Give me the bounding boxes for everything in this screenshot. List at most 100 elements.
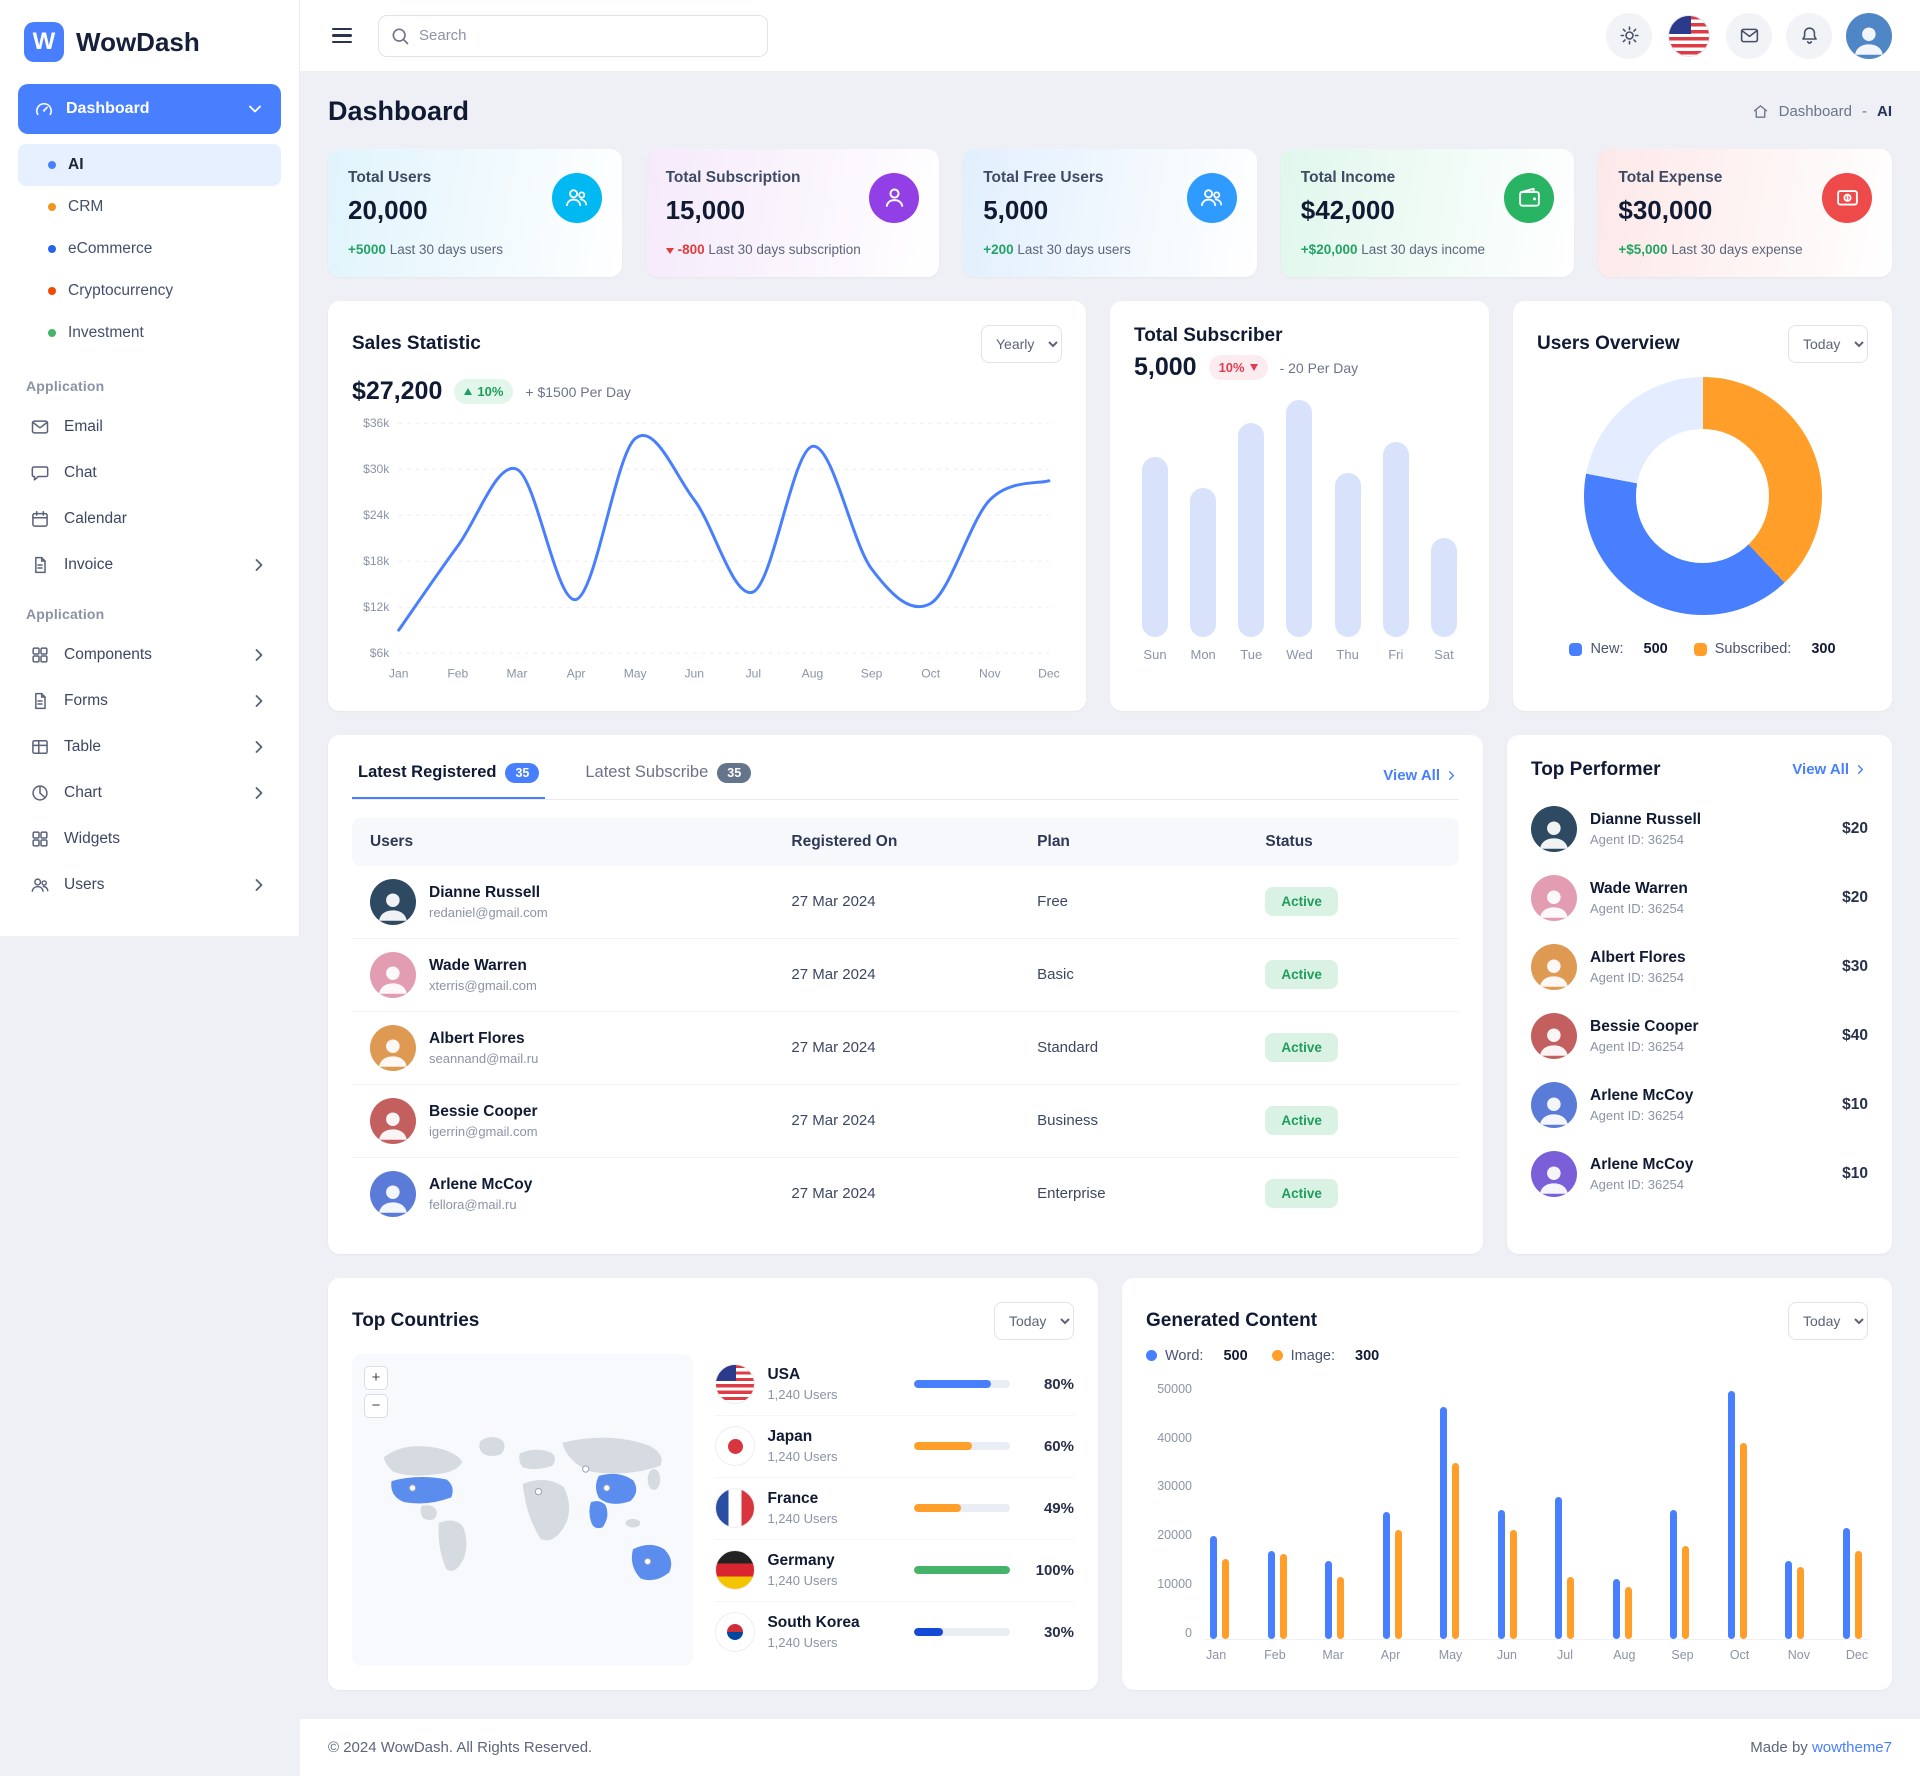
sidebar-item-crm[interactable]: CRM — [18, 186, 281, 228]
sidebar-item-invoice[interactable]: Invoice — [18, 542, 281, 588]
registered-date: 27 Mar 2024 — [791, 966, 876, 984]
avatar — [1531, 944, 1577, 991]
total-subscriber-card: Total Subscriber 5,000 10% - 20 Per Day … — [1110, 301, 1489, 711]
theme-toggle-button[interactable] — [1606, 12, 1652, 59]
map-zoom-out-button[interactable]: − — [364, 1393, 388, 1418]
stat-value: $30,000 — [1618, 195, 1713, 225]
bar-group — [1555, 1381, 1575, 1639]
countries-period-select[interactable]: Today — [994, 1301, 1074, 1340]
bar-group — [1842, 1381, 1862, 1639]
sidebar-item-dashboard[interactable]: Dashboard — [18, 84, 281, 134]
status-badge: Active — [1265, 1106, 1338, 1136]
avatar — [1531, 875, 1577, 922]
progress-bar — [913, 1442, 1010, 1451]
users-group-icon — [551, 172, 602, 223]
list-item: Japan 1,240 Users 60% — [715, 1416, 1074, 1478]
user-name: Bessie Cooper — [429, 1102, 538, 1120]
language-button[interactable] — [1666, 13, 1712, 59]
card-title: Generated Content — [1146, 1309, 1318, 1331]
person-icon — [1850, 21, 1888, 59]
sales-period-select[interactable]: Yearly — [981, 325, 1062, 363]
list-item: Arlene McCoy Agent ID: 36254 $10 — [1531, 1071, 1868, 1140]
forms-icon — [30, 691, 50, 711]
table-row: Albert Flores seannand@mail.ru 27 Mar 202… — [352, 1012, 1459, 1085]
tab-latest-subscribe[interactable]: Latest Subscribe 35 — [579, 753, 757, 799]
bar-group — [1785, 1381, 1805, 1639]
notifications-button[interactable] — [1786, 12, 1832, 59]
bullet-icon — [48, 329, 56, 337]
messages-button[interactable] — [1726, 12, 1772, 59]
wowtheme7-link[interactable]: wowtheme7 — [1811, 1738, 1892, 1756]
bullet-icon — [48, 287, 56, 295]
svg-text:$18k: $18k — [363, 554, 390, 568]
germany-flag-icon — [715, 1550, 756, 1591]
japan-flag-icon — [715, 1426, 756, 1467]
sidebar-item-table[interactable]: Table — [18, 724, 281, 770]
view-all-link[interactable]: View All — [1792, 761, 1868, 778]
sidebar-item-ai[interactable]: AI — [18, 144, 281, 186]
sidebar-item-components[interactable]: Components — [18, 632, 281, 678]
tab-latest-registered[interactable]: Latest Registered 35 — [352, 753, 546, 799]
sidebar-item-label: AI — [68, 156, 84, 173]
bullet-icon — [48, 161, 56, 169]
search-input[interactable] — [378, 14, 768, 57]
sidebar-item-chart[interactable]: Chart — [18, 770, 281, 816]
sidebar-item-widgets[interactable]: Widgets — [18, 816, 281, 862]
country-users: 1,240 Users — [767, 1387, 838, 1403]
mail-icon — [30, 417, 50, 437]
user-icon — [869, 172, 920, 223]
sidebar-item-label: Forms — [64, 692, 108, 709]
overview-period-select[interactable]: Today — [1788, 325, 1868, 363]
svg-text:Jan: Jan — [389, 666, 409, 680]
map-zoom-in-button[interactable]: + — [364, 1365, 388, 1390]
menu-toggle-button[interactable] — [328, 24, 356, 47]
progress-bar — [913, 1504, 1010, 1513]
person-icon — [374, 887, 412, 925]
sidebar-item-cryptocurrency[interactable]: Cryptocurrency — [18, 270, 281, 312]
generated-content-bar-chart: 50000 40000 30000 20000 10000 0 Jan Feb Mar Apr M… — [1157, 1381, 1869, 1662]
breadcrumb-root[interactable]: Dashboard — [1778, 103, 1852, 120]
generated-period-select[interactable]: Today — [1788, 1301, 1868, 1340]
svg-text:Oct: Oct — [921, 666, 940, 680]
subscriber-decline-badge[interactable]: 10% — [1208, 355, 1268, 380]
avatar — [370, 1170, 416, 1217]
agent-id: Agent ID: 36254 — [1590, 832, 1684, 848]
sidebar-item-chat[interactable]: Chat — [18, 450, 281, 496]
svg-text:Feb: Feb — [447, 666, 468, 680]
sales-per-day: + $1500 Per Day — [525, 383, 631, 400]
sidebar-item-email[interactable]: Email — [18, 404, 281, 450]
widgets-icon — [30, 829, 50, 849]
sidebar-item-users[interactable]: Users — [18, 862, 281, 908]
bell-icon — [1799, 25, 1820, 46]
user-name: Dianne Russell — [1590, 811, 1702, 829]
sidebar-item-calendar[interactable]: Calendar — [18, 496, 281, 542]
sidebar-item-ecommerce[interactable]: eCommerce — [18, 228, 281, 270]
stat-delta: +$5,000 Last 30 days expense — [1618, 242, 1803, 257]
sidebar-item-label: Components — [64, 646, 152, 663]
agent-id: Agent ID: 36254 — [1590, 1039, 1684, 1055]
country-name: Japan — [767, 1428, 813, 1446]
app-logo[interactable]: W WowDash — [18, 0, 281, 84]
stat-title: Total Expense — [1618, 169, 1723, 186]
sidebar-item-investment[interactable]: Investment — [18, 312, 281, 354]
stat-title: Total Users — [348, 169, 432, 186]
table-header: Users Registered On Plan Status — [352, 817, 1459, 866]
users-overview-donut-chart — [1583, 377, 1822, 615]
person-icon — [1535, 884, 1573, 922]
svg-text:Dec: Dec — [1038, 666, 1060, 680]
user-name: Dianne Russell — [429, 883, 541, 901]
stat-cards: Total Users 20,000 +5000 Last 30 days us… — [328, 149, 1892, 277]
card-title: Sales Statistic — [352, 333, 481, 354]
bar-group — [1382, 1381, 1402, 1639]
user-email: redaniel@gmail.com — [429, 904, 548, 920]
list-item: Albert Flores Agent ID: 36254 $30 — [1531, 933, 1868, 1002]
view-all-link[interactable]: View All — [1383, 767, 1459, 784]
country-percent: 30% — [1043, 1623, 1074, 1641]
avatar — [1531, 1013, 1577, 1060]
user-avatar-button[interactable] — [1846, 12, 1892, 59]
mail-icon — [1739, 25, 1760, 46]
country-percent: 100% — [1035, 1561, 1074, 1579]
plan: Basic — [1037, 966, 1074, 984]
sidebar-item-label: Widgets — [64, 830, 120, 847]
sidebar-item-forms[interactable]: Forms — [18, 678, 281, 724]
